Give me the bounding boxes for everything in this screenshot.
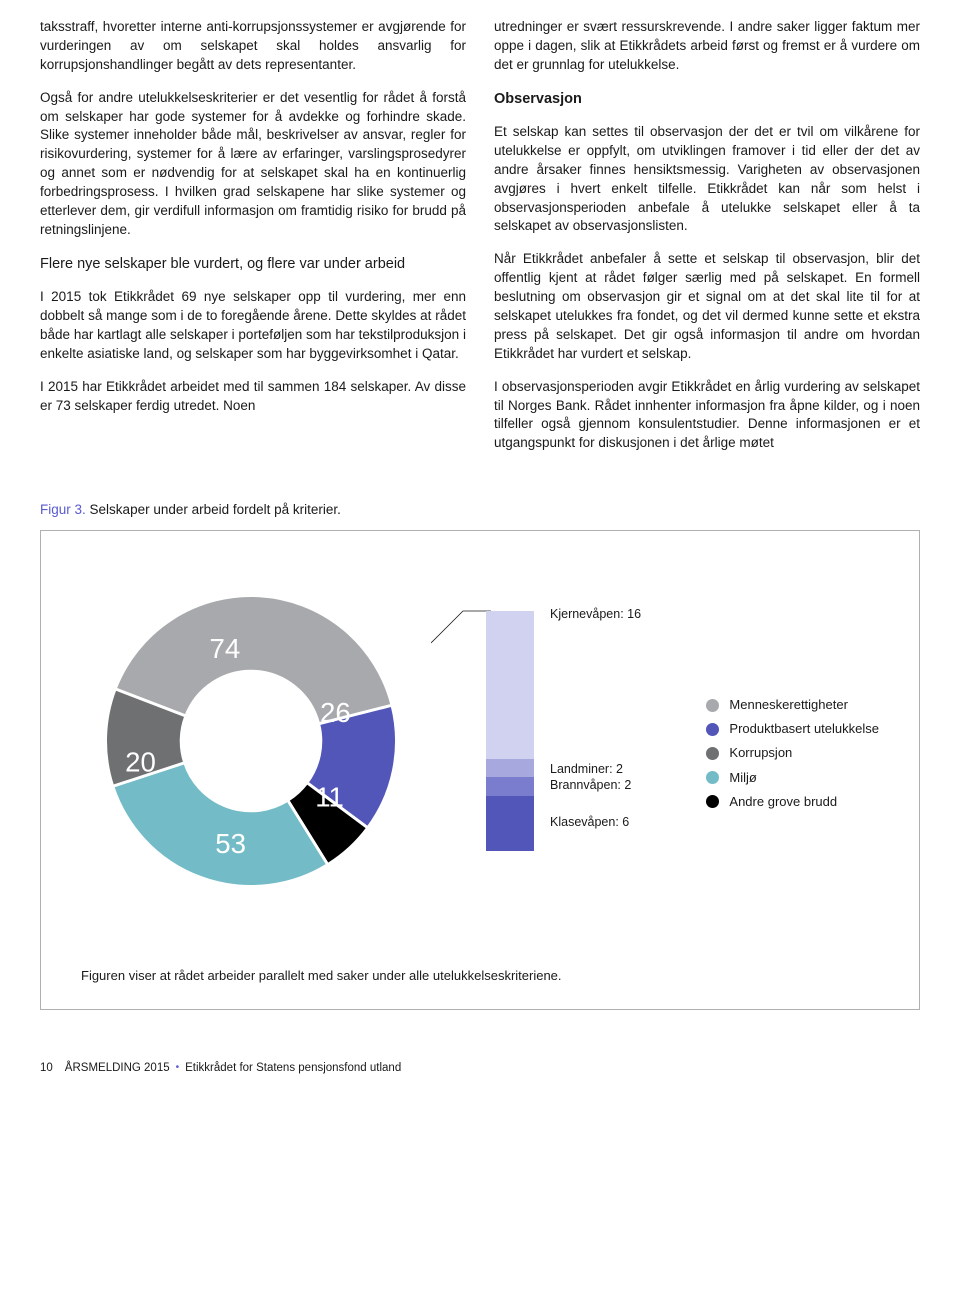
legend-swatch-icon [706,771,719,784]
figure-title: Selskaper under arbeid fordelt på kriter… [90,502,341,517]
column-left: taksstraff, hvoretter interne anti-korru… [40,18,466,467]
legend-swatch-icon [706,723,719,736]
paragraph: taksstraff, hvoretter interne anti-korru… [40,18,466,75]
donut-chart: 74 26 11 53 20 [91,581,411,901]
legend-item: Produktbasert utelukkelse [706,720,879,738]
donut-value-label: 74 [209,633,240,664]
column-right: utredninger er svært ressurskrevende. I … [494,18,920,467]
legend-item: Miljø [706,769,879,787]
figure-caption: Figuren viser at rådet arbeider parallel… [81,967,562,985]
donut-value-label: 26 [320,697,351,728]
body-text-columns: taksstraff, hvoretter interne anti-korru… [40,18,920,467]
figure-label: Figur 3. Selskaper under arbeid fordelt … [40,501,920,520]
legend-swatch-icon [706,747,719,760]
subheading: Flere nye selskaper ble vurdert, og fler… [40,254,466,274]
bar-annotation: Klasevåpen: 6 [550,814,629,832]
legend-label: Produktbasert utelukkelse [729,720,879,738]
legend-label: Andre grove brudd [729,793,837,811]
paragraph: I 2015 tok Etikkrådet 69 nye selskaper o… [40,288,466,364]
legend-item: Menneskerettigheter [706,696,879,714]
bar-annotation: Landminer: 2 [550,761,623,779]
legend-label: Miljø [729,769,756,787]
leader-line [431,609,491,649]
donut-value-label: 11 [315,782,344,813]
legend-label: Korrupsjon [729,744,792,762]
legend-swatch-icon [706,795,719,808]
legend-swatch-icon [706,699,719,712]
paragraph: Når Etikkrådet anbefaler å sette et sels… [494,250,920,363]
bullet-icon: • [176,1061,180,1075]
footer-title: ÅRSMELDING 2015 [65,1060,170,1076]
section-title: Observasjon [494,89,920,109]
legend-item: Korrupsjon [706,744,879,762]
stacked-segment [486,777,534,795]
stacked-segment [486,611,534,759]
stacked-segment [486,759,534,777]
legend-label: Menneskerettigheter [729,696,848,714]
paragraph: Et selskap kan settes til observasjon de… [494,123,920,236]
figure-container: 74 26 11 53 20 Kjernevåpen: 16 Landminer: 2Br… [40,530,920,1010]
footer-subtitle: Etikkrådet for Statens pensjonsfond utla… [185,1060,401,1076]
paragraph: Også for andre utelukkelseskriterier er … [40,89,466,240]
stacked-segment [486,796,534,851]
bar-annotation: Kjernevåpen: 16 [550,606,641,624]
paragraph: I observasjonsperioden avgir Etikkrådet … [494,378,920,454]
figure-number: Figur 3. [40,502,86,517]
legend-item: Andre grove brudd [706,793,879,811]
chart-legend: Menneskerettigheter Produktbasert utelukk… [706,696,879,817]
bar-annotation: Brannvåpen: 2 [550,777,631,795]
paragraph: I 2015 har Etikkrådet arbeidet med til s… [40,378,466,416]
donut-value-label: 20 [125,747,156,778]
donut-value-label: 53 [215,828,246,859]
page-number: 10 [40,1060,53,1076]
page-footer: 10 ÅRSMELDING 2015 • Etikkrådet for Stat… [40,1060,920,1076]
stacked-bar-chart [486,611,534,851]
donut-segment [113,763,328,887]
paragraph: utredninger er svært ressurskrevende. I … [494,18,920,75]
